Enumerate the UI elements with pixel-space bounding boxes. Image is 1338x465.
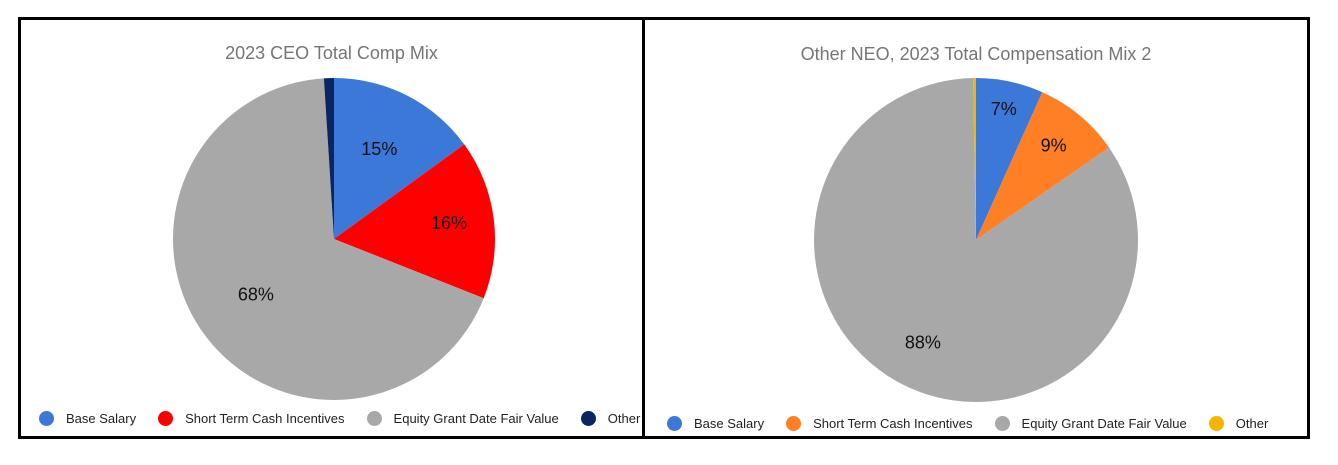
legend-swatch xyxy=(580,411,596,426)
slice-label-base-salary: 7% xyxy=(991,99,1017,119)
legend-swatch xyxy=(39,411,54,426)
legend-label: Other xyxy=(1235,416,1269,431)
pie-slice-short-term-cash-incentives[interactable] xyxy=(976,92,1110,240)
pie-slice-other[interactable] xyxy=(323,78,334,239)
legend-item-base-salary[interactable]: Base Salary xyxy=(39,411,136,426)
pie-slice-short-term-cash-incentives[interactable] xyxy=(334,144,495,299)
legend-label: Equity Grant Date Fair Value xyxy=(393,411,559,426)
slice-label-equity-grant-date-fair-value: 68% xyxy=(238,285,274,305)
pie-slice-equity-grant-date-fair-value[interactable] xyxy=(172,78,484,400)
legend-item-short-term-cash-incentives[interactable]: Short Term Cash Incentives xyxy=(786,416,973,431)
legend-swatch xyxy=(158,411,174,426)
slice-label-base-salary: 15% xyxy=(361,139,397,159)
legend-item-equity-grant[interactable]: Equity Grant Date Fair Value xyxy=(366,411,559,426)
legend-label: Short Term Cash Incentives xyxy=(185,411,345,426)
ceo-comp-chart-panel: 2023 CEO Total Comp Mix 15% 16% 68% Base S… xyxy=(18,17,645,439)
legend-swatch xyxy=(994,416,1010,431)
legend-item-base-salary[interactable]: Base Salary xyxy=(667,416,764,431)
legend-label: Other xyxy=(607,411,641,426)
legend-swatch xyxy=(786,416,802,431)
pie-slice-equity-grant-date-fair-value[interactable] xyxy=(814,78,1138,402)
chart-legend: Base Salary Short Term Cash Incentives E… xyxy=(21,411,642,426)
pie-slice-other[interactable] xyxy=(973,78,976,240)
legend-label: Base Salary xyxy=(66,411,137,426)
legend-swatch xyxy=(366,411,382,426)
slice-label-equity-grant-date-fair-value: 88% xyxy=(905,333,941,353)
legend-item-short-term-cash-incentives[interactable]: Short Term Cash Incentives xyxy=(158,411,345,426)
slice-label-short-term-cash-incentives: 16% xyxy=(431,213,467,233)
legend-item-other[interactable]: Other xyxy=(1208,416,1269,431)
chart-title: Other NEO, 2023 Total Compensation Mix 2 xyxy=(800,44,1152,64)
legend-item-equity-grant[interactable]: Equity Grant Date Fair Value xyxy=(994,416,1187,431)
slice-label-short-term-cash-incentives: 9% xyxy=(1041,135,1067,155)
ceo-pie-chart: 15% 16% 68% xyxy=(172,78,495,400)
chart-legend: Base Salary Short Term Cash Incentives E… xyxy=(645,416,1307,431)
legend-item-other[interactable]: Other xyxy=(580,411,641,426)
pie-slice-base-salary[interactable] xyxy=(334,78,465,239)
pie-slice-base-salary[interactable] xyxy=(976,78,1043,240)
legend-label: Equity Grant Date Fair Value xyxy=(1021,416,1187,431)
neo-comp-chart-panel: Other NEO, 2023 Total Compensation Mix 2… xyxy=(642,17,1310,439)
legend-swatch xyxy=(1208,416,1224,431)
chart-title: 2023 CEO Total Comp Mix xyxy=(225,43,438,63)
neo-pie-chart: 7% 9% 88% xyxy=(814,78,1138,402)
legend-label: Base Salary xyxy=(694,416,765,431)
legend-label: Short Term Cash Incentives xyxy=(813,416,973,431)
legend-swatch xyxy=(667,416,682,431)
